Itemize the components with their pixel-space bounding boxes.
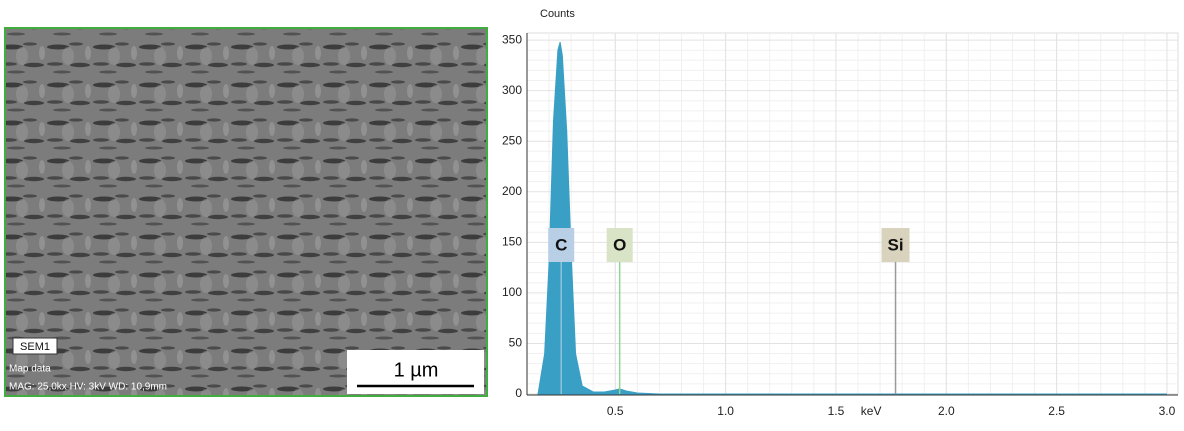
sem-image [4, 27, 488, 397]
element-box [548, 228, 575, 262]
y-tick-label: 150 [502, 234, 522, 248]
x-tick-label: 2.0 [938, 404, 955, 418]
y-tick-label: 0 [515, 386, 522, 400]
x-tick-label: 2.5 [1048, 404, 1065, 418]
info: MAG: 25,0kx HV: 3kV WD: 10,9mm [9, 382, 167, 393]
x-tick-label: 1.0 [717, 404, 734, 418]
y-tick-label: 200 [502, 184, 522, 198]
chart: Counts 0 50 100 150 200 250 300 350 0.5 1.0 1.5 2.0… [502, 8, 1179, 418]
x-tick-label: 3.0 [1159, 404, 1176, 418]
y-tick-label: 50 [509, 336, 523, 350]
y-tick-label: 300 [502, 83, 522, 97]
scale-label: 1 µm [394, 359, 439, 381]
sem-label-box [12, 337, 58, 355]
element-box [881, 228, 910, 262]
x-axis-label: keV [861, 404, 882, 418]
y-tick-label: 100 [502, 285, 522, 299]
element-box [606, 228, 633, 262]
x-tick-label: 0.5 [607, 404, 624, 418]
x-tick-label: 1.5 [828, 404, 845, 418]
y-tick-label: 350 [502, 32, 522, 46]
sem-label: SEM1 [20, 341, 50, 353]
info-title: Map data [9, 364, 51, 375]
element-label: Si [888, 235, 904, 254]
plot-area [526, 32, 1179, 395]
y-axis-label: Counts [540, 8, 575, 20]
spectrum-area [537, 41, 1167, 395]
y-tick-label: 250 [502, 133, 522, 147]
element-label: C [555, 235, 567, 254]
sem-panel: SEM1 Map data MAG: 25,0kx HV: 3kV WD: 10… [4, 27, 488, 397]
element-label: O [613, 235, 626, 254]
